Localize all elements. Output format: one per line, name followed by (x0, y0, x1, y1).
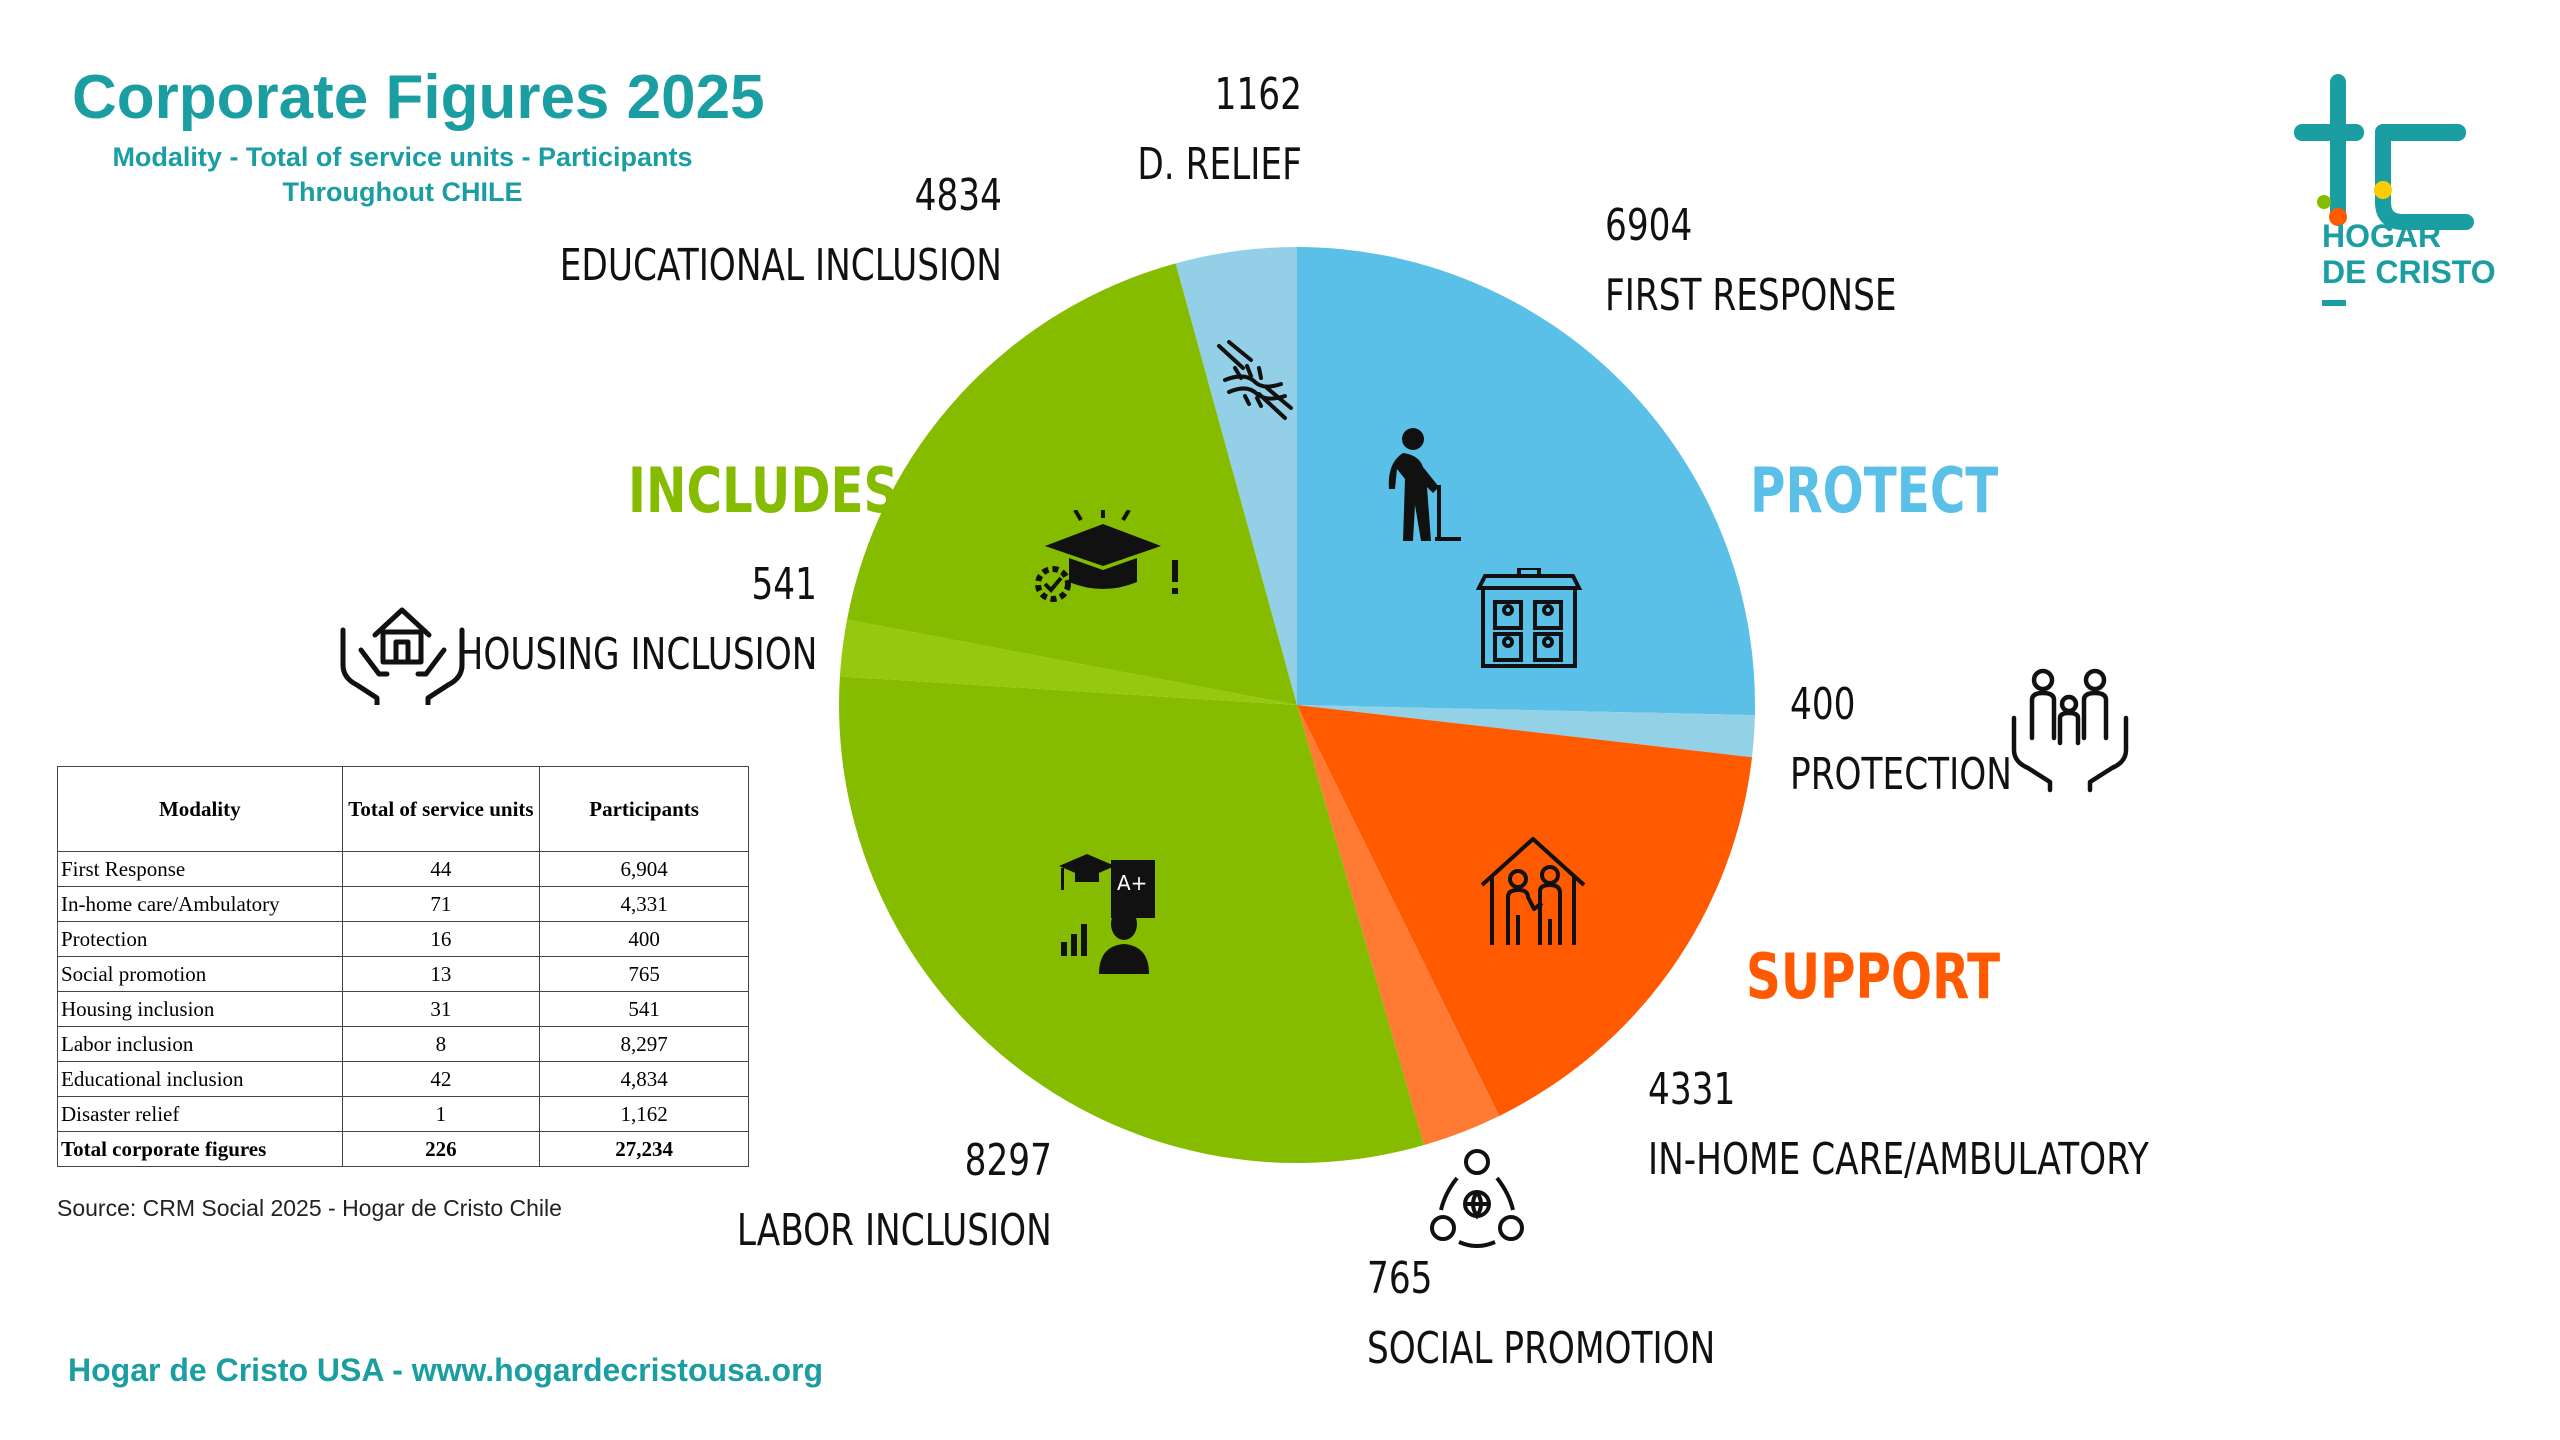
table-cell: 13 (341, 956, 541, 992)
table-cell: Protection (57, 921, 343, 957)
table-cell: In-home care/Ambulatory (57, 886, 343, 922)
table-total-row: Total corporate figures 226 27,234 (57, 1131, 749, 1167)
table-cell: First Response (57, 851, 343, 887)
table-cell: 8 (341, 1026, 541, 1062)
table-cell: 1 (341, 1096, 541, 1132)
table-row: Disaster relief 1 1,162 (57, 1096, 749, 1132)
subtitle-line-2: Throughout CHILE (282, 177, 523, 207)
table-header-participants: Participants (539, 766, 749, 852)
family-hands-icon (2011, 668, 2129, 793)
slice-value-disaster-relief: 1162 (1214, 69, 1302, 120)
slice-label-disaster-relief: D. RELIEF (1137, 139, 1302, 190)
table-row: Labor inclusion 8 8,297 (57, 1026, 749, 1062)
graduation-achievement-icon (1035, 510, 1178, 602)
slice-value-social-promotion: 765 (1367, 1253, 1433, 1304)
footer-link[interactable]: Hogar de Cristo USA - www.hogardecristou… (68, 1352, 824, 1388)
table-cell: 27,234 (539, 1131, 749, 1167)
slice-label-educational-inclusion: EDUCATIONAL INCLUSION (559, 240, 1002, 291)
logo-dash (2322, 300, 2346, 306)
table-cell: 71 (341, 886, 541, 922)
slice-label-social-promotion: SOCIAL PROMOTION (1367, 1323, 1716, 1374)
logo-text-line-1: HOGAR (2322, 218, 2442, 254)
table-cell: 1,162 (539, 1096, 749, 1132)
table-cell: Labor inclusion (57, 1026, 343, 1062)
table-row: First Response 44 6,904 (57, 851, 749, 887)
slice-value-in-home-care: 4331 (1648, 1064, 1736, 1115)
pie-slice-housing-inclusion (839, 619, 1297, 705)
slice-label-first-response: FIRST RESPONSE (1605, 270, 1897, 321)
slice-value-educational-inclusion: 4834 (914, 170, 1002, 221)
category-includes: INCLUDES (628, 454, 899, 527)
table-cell: 6,904 (539, 851, 749, 887)
category-support: SUPPORT (1746, 940, 2001, 1013)
pie-slice-protection (1297, 705, 1755, 758)
table-cell: 42 (341, 1061, 541, 1097)
table-row: Educational inclusion 42 4,834 (57, 1061, 749, 1097)
table-cell: Social promotion (57, 956, 343, 992)
table-row: Protection 16 400 (57, 921, 749, 957)
pie-slice-social-promotion (1297, 705, 1500, 1146)
table-row: Housing inclusion 31 541 (57, 991, 749, 1027)
home-care-icon (1480, 837, 1586, 945)
table-row: In-home care/Ambulatory 71 4,331 (57, 886, 749, 922)
table-cell: Educational inclusion (57, 1061, 343, 1097)
slice-label-in-home-care: IN-HOME CARE/AMBULATORY (1648, 1134, 2149, 1185)
building-icon (1475, 568, 1583, 668)
table-cell: 4,834 (539, 1061, 749, 1097)
subtitle-line-1: Modality - Total of service units - Part… (112, 142, 693, 172)
logo-text-line-2: DE CRISTO (2322, 254, 2496, 290)
slice-label-protection: PROTECTION (1790, 749, 2012, 800)
table-cell: Total corporate figures (57, 1131, 343, 1167)
pie-slice-first-response (1297, 247, 1756, 716)
hogar-de-cristo-logo (2294, 74, 2474, 230)
table-cell: Housing inclusion (57, 991, 343, 1027)
pie-slice-in-home-care-ambulatory (1297, 705, 1753, 1116)
table-cell: 16 (341, 921, 541, 957)
pie-slice-educational-inclusion (847, 263, 1297, 705)
table-header-service-units: Total of service units (341, 766, 541, 852)
disaster-relief-icon (1217, 340, 1293, 420)
page-title: Corporate Figures 2025 (72, 63, 765, 132)
summary-table: Modality Total of service units Particip… (57, 766, 749, 1167)
table-cell: Disaster relief (57, 1096, 343, 1132)
table-cell: 8,297 (539, 1026, 749, 1062)
elderly-person-icon (1388, 428, 1461, 541)
table-header-modality: Modality (57, 766, 343, 852)
slice-value-protection: 400 (1790, 679, 1856, 730)
slice-label-housing-inclusion: HOUSING INCLUSION (457, 629, 817, 680)
pie-slice-d-relief (1175, 247, 1297, 705)
pie-slices (839, 247, 1756, 1164)
slice-value-first-response: 6904 (1605, 200, 1693, 251)
logo-text: HOGAR DE CRISTO (2322, 218, 2496, 290)
category-protect: PROTECT (1750, 454, 1999, 527)
slice-value-housing-inclusion: 541 (751, 559, 817, 610)
slice-label-labor-inclusion: LABOR INCLUSION (737, 1205, 1052, 1256)
table-cell: 44 (341, 851, 541, 887)
housing-hands-icon (340, 607, 465, 705)
table-cell: 541 (539, 991, 749, 1027)
table-header-row: Modality Total of service units Particip… (57, 766, 749, 852)
table-cell: 226 (341, 1131, 541, 1167)
table-row: Social promotion 13 765 (57, 956, 749, 992)
table-cell: 31 (341, 991, 541, 1027)
table-cell: 4,331 (539, 886, 749, 922)
graduate-student-icon: A+ (1059, 854, 1155, 974)
slice-value-labor-inclusion: 8297 (964, 1135, 1052, 1186)
svg-text:A+: A+ (1117, 871, 1147, 895)
source-note: Source: CRM Social 2025 - Hogar de Crist… (57, 1195, 562, 1221)
social-network-icon (1430, 1149, 1524, 1248)
table-cell: 765 (539, 956, 749, 992)
table-cell: 400 (539, 921, 749, 957)
